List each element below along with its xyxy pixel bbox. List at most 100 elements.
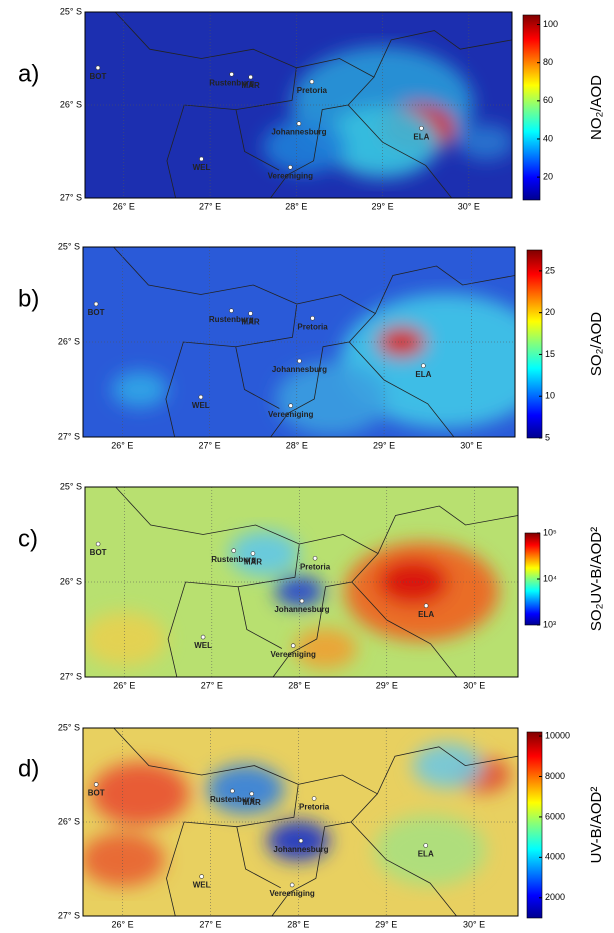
province-border bbox=[271, 774, 379, 916]
province-border bbox=[237, 586, 283, 649]
heat-blob bbox=[266, 820, 330, 862]
lat-tick-label: 25° S bbox=[60, 6, 82, 16]
map-frame bbox=[84, 11, 513, 199]
map-field bbox=[83, 728, 518, 916]
heat-blobs bbox=[85, 531, 499, 669]
heat-blob bbox=[275, 363, 388, 435]
colorbar-tick-label: 25 bbox=[545, 265, 555, 275]
place-label: Johannesburg bbox=[273, 845, 328, 854]
lat-tick-label: 26° S bbox=[58, 336, 80, 346]
place-marker bbox=[95, 65, 101, 71]
place-label: Rustenburg bbox=[210, 795, 255, 804]
place-label: Vereeniging bbox=[269, 889, 314, 898]
panel-label: a) bbox=[18, 60, 39, 87]
place-label: Pretoria bbox=[297, 86, 328, 95]
place-marker bbox=[249, 791, 255, 797]
place-marker bbox=[309, 79, 315, 85]
colorbar bbox=[526, 731, 543, 919]
place-label: Vereeniging bbox=[268, 171, 313, 180]
province-border bbox=[272, 534, 379, 677]
map-frame bbox=[82, 727, 519, 917]
place-marker bbox=[199, 156, 204, 162]
place-marker bbox=[200, 634, 206, 640]
heat-blob bbox=[229, 531, 300, 576]
place-marker bbox=[297, 358, 302, 364]
colorbar-tick-label: 8000 bbox=[545, 771, 565, 781]
colorbar-label: SO₂UV-B/AOD² bbox=[588, 527, 605, 631]
colorbar-tick-label: 10 bbox=[545, 391, 555, 401]
lon-tick-label: 30° E bbox=[458, 201, 480, 211]
place-marker bbox=[230, 788, 235, 794]
panel-label: d) bbox=[18, 755, 39, 782]
colorbar-tick-label: 40 bbox=[543, 133, 553, 143]
place-marker bbox=[198, 394, 204, 400]
lat-tick-label: 27° S bbox=[58, 910, 80, 920]
lon-tick-label: 26° E bbox=[113, 201, 135, 211]
place-marker bbox=[288, 403, 294, 408]
place-label: ELA bbox=[418, 610, 434, 619]
place-label: WEL bbox=[193, 163, 211, 172]
heat-blob bbox=[294, 628, 358, 669]
panel-label: c) bbox=[18, 525, 38, 552]
map-field bbox=[83, 247, 515, 437]
province-border bbox=[373, 30, 512, 78]
place-marker bbox=[423, 843, 429, 848]
province-border bbox=[113, 728, 299, 916]
lon-tick-label: 28° E bbox=[285, 201, 307, 211]
colorbar-tick-label: 6000 bbox=[545, 811, 565, 821]
colorbar-tick-label: 60 bbox=[543, 95, 553, 105]
place-marker bbox=[421, 363, 426, 369]
province-border bbox=[350, 821, 457, 916]
place-marker bbox=[311, 796, 317, 801]
lat-tick-label: 25° S bbox=[58, 241, 80, 251]
place-label: ELA bbox=[415, 370, 431, 379]
lon-tick-label: 28° E bbox=[287, 919, 309, 929]
colorbar-label: NO₂/AOD bbox=[588, 75, 605, 140]
province-border bbox=[270, 58, 375, 198]
place-label: MAR bbox=[242, 81, 260, 90]
lat-tick-label: 26° S bbox=[60, 576, 82, 586]
place-marker bbox=[310, 315, 315, 321]
lon-tick-label: 26° E bbox=[111, 440, 133, 450]
lat-tick-label: 25° S bbox=[58, 722, 80, 732]
place-marker bbox=[290, 643, 296, 648]
map-frame bbox=[82, 246, 516, 438]
heat-blob bbox=[274, 575, 324, 608]
colorbar-tick-label: 80 bbox=[543, 57, 553, 67]
province-border bbox=[235, 109, 280, 171]
heat-blob bbox=[91, 762, 190, 826]
heat-blob bbox=[207, 764, 285, 814]
place-label: WEL bbox=[194, 641, 212, 650]
place-marker bbox=[288, 165, 293, 170]
lon-tick-label: 29° E bbox=[376, 680, 398, 690]
lat-tick-label: 26° S bbox=[58, 816, 80, 826]
colorbar-tick-label: 100 bbox=[543, 19, 558, 29]
lon-tick-label: 29° E bbox=[375, 919, 397, 929]
place-label: Johannesburg bbox=[271, 128, 326, 137]
heat-blob bbox=[378, 559, 449, 605]
lon-tick-label: 26° E bbox=[111, 919, 133, 929]
colorbar-tick-label: 2000 bbox=[545, 892, 565, 902]
colorbar-tick-label: 15 bbox=[545, 349, 555, 359]
lon-tick-label: 29° E bbox=[372, 201, 394, 211]
colorbar-tick-label: 20 bbox=[543, 171, 553, 181]
province-border bbox=[377, 505, 518, 554]
lon-tick-label: 28° E bbox=[286, 440, 308, 450]
colorbar-tick-label: 10³ bbox=[543, 619, 556, 629]
place-marker bbox=[312, 555, 318, 561]
heat-blob bbox=[85, 612, 167, 666]
lon-tick-label: 27° E bbox=[199, 919, 221, 929]
heat-blob bbox=[83, 832, 165, 887]
place-marker bbox=[296, 121, 302, 126]
place-marker bbox=[199, 874, 204, 879]
place-label: Johannesburg bbox=[272, 365, 327, 374]
place-label: Rustenburg bbox=[209, 78, 254, 87]
lon-tick-label: 27° E bbox=[201, 680, 223, 690]
lon-tick-label: 29° E bbox=[373, 440, 395, 450]
heat-blob bbox=[262, 119, 347, 174]
place-marker bbox=[423, 603, 429, 609]
lon-tick-label: 26° E bbox=[113, 680, 135, 690]
heat-blob bbox=[111, 371, 168, 408]
colorbar-tick-label: 10⁴ bbox=[543, 573, 557, 583]
province-border bbox=[235, 346, 280, 409]
